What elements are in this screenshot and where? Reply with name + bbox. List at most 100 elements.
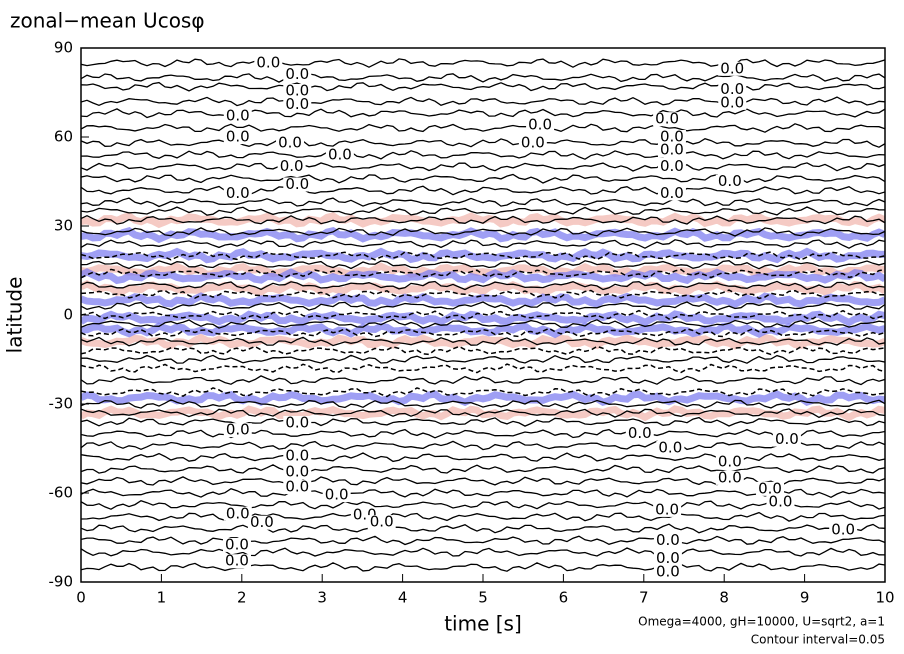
contour-label: 0.0 bbox=[285, 478, 309, 496]
contour-line bbox=[81, 511, 885, 522]
x-tick-label: 2 bbox=[237, 589, 247, 607]
contour-label: 0.0 bbox=[250, 513, 274, 531]
contour-label: 0.0 bbox=[226, 504, 250, 522]
shading-band bbox=[81, 390, 885, 407]
contour-label: 0.0 bbox=[655, 110, 679, 128]
contour-line bbox=[81, 206, 885, 216]
x-axis-label: time [s] bbox=[444, 612, 522, 636]
contour-label: 0.0 bbox=[720, 80, 744, 98]
shading-band bbox=[81, 310, 885, 327]
y-tick-label: -30 bbox=[49, 395, 74, 413]
contour-label: 0.0 bbox=[226, 128, 250, 146]
label-bg bbox=[718, 61, 747, 76]
x-tick-label: 5 bbox=[478, 589, 488, 607]
contour-label: 0.0 bbox=[225, 552, 249, 570]
contour-line bbox=[81, 108, 885, 119]
annotation: Omega=4000, gH=10000, U=sqrt2, a=1 bbox=[638, 615, 885, 629]
label-bg bbox=[223, 506, 252, 521]
contour-label: 0.0 bbox=[285, 446, 309, 464]
label-bg bbox=[657, 143, 686, 158]
label-bg bbox=[276, 135, 305, 150]
label-bg bbox=[322, 488, 351, 503]
label-bg bbox=[653, 502, 682, 517]
shading-band bbox=[81, 247, 885, 264]
contour-label: 0.0 bbox=[718, 452, 742, 470]
shading-band bbox=[81, 212, 885, 229]
contour-line bbox=[81, 162, 885, 172]
contour-line bbox=[81, 547, 885, 557]
contour-label: 0.0 bbox=[758, 479, 782, 497]
label-bg bbox=[829, 523, 858, 538]
label-bg bbox=[718, 82, 747, 97]
label-bg bbox=[223, 186, 252, 201]
label-bg bbox=[223, 130, 252, 144]
contour-line bbox=[81, 464, 885, 474]
contour-line bbox=[81, 428, 885, 439]
label-bg bbox=[653, 564, 682, 579]
x-tick-label: 10 bbox=[875, 589, 894, 607]
shading-band bbox=[81, 279, 885, 297]
label-bg bbox=[222, 554, 251, 569]
label-bg bbox=[715, 470, 744, 485]
contour-label: 0.0 bbox=[285, 462, 309, 480]
label-bg bbox=[715, 174, 744, 189]
label-bg bbox=[283, 177, 312, 192]
chart-title: zonal−mean Ucosφ bbox=[10, 9, 205, 33]
contour-line bbox=[81, 487, 885, 499]
label-bg bbox=[223, 423, 252, 438]
contour-line bbox=[81, 197, 885, 208]
label-bg bbox=[715, 454, 744, 469]
contour-label: 0.0 bbox=[656, 549, 680, 567]
contour-label: 0.0 bbox=[660, 128, 684, 146]
contour-label: 0.0 bbox=[656, 562, 680, 580]
shading-band bbox=[81, 333, 885, 350]
contour-line bbox=[81, 214, 885, 225]
contour-line-negative bbox=[81, 250, 885, 261]
contour-line bbox=[81, 416, 885, 427]
contour-label: 0.0 bbox=[278, 133, 302, 151]
shading-band bbox=[81, 405, 885, 422]
contour-line bbox=[81, 260, 885, 270]
contour-line-negative bbox=[81, 387, 885, 398]
label-bg bbox=[653, 533, 682, 548]
contour-label: 0.0 bbox=[720, 93, 744, 111]
contour-line bbox=[81, 280, 885, 291]
contour-line-negative bbox=[81, 268, 885, 279]
contour-label: 0.0 bbox=[226, 184, 250, 202]
contour-line bbox=[81, 73, 885, 83]
contour-label: 0.0 bbox=[655, 500, 679, 518]
y-tick-label: -60 bbox=[49, 484, 74, 502]
contour-label: 0.0 bbox=[285, 95, 309, 113]
label-bg bbox=[657, 130, 686, 144]
x-tick-label: 0 bbox=[76, 589, 86, 607]
contour-line-negative bbox=[81, 363, 885, 374]
label-bg bbox=[277, 159, 306, 174]
shading-band bbox=[81, 268, 885, 285]
contour-line bbox=[81, 173, 885, 184]
label-bg bbox=[526, 118, 555, 133]
label-bg bbox=[367, 515, 396, 530]
contour-label: 0.0 bbox=[769, 492, 793, 510]
y-tick-label: 0 bbox=[63, 306, 73, 324]
contour-line bbox=[81, 318, 885, 329]
contour-line bbox=[81, 123, 885, 133]
label-bg bbox=[247, 515, 276, 530]
contour-line-negative bbox=[81, 309, 885, 320]
y-axis-label: latitude bbox=[3, 277, 27, 354]
contour-label: 0.0 bbox=[280, 157, 304, 175]
label-bg bbox=[756, 481, 785, 496]
label-bg bbox=[283, 67, 312, 82]
contour-label: 0.0 bbox=[528, 116, 552, 134]
contour-label: 0.0 bbox=[285, 65, 309, 83]
label-bg bbox=[283, 480, 312, 495]
annotation: Contour interval=0.05 bbox=[751, 633, 885, 647]
contour-label: 0.0 bbox=[720, 59, 744, 77]
contour-label: 0.0 bbox=[370, 513, 394, 531]
contour-label: 0.0 bbox=[226, 421, 250, 439]
contour-line bbox=[81, 150, 885, 160]
label-bg bbox=[518, 135, 547, 150]
x-tick-label: 9 bbox=[800, 589, 810, 607]
contour-label: 0.0 bbox=[718, 172, 742, 190]
contour-labels: 0.00.00.00.00.00.0 0.00.00.00.00.00.00.00… bbox=[222, 53, 858, 580]
contour-label: 0.0 bbox=[521, 133, 545, 151]
